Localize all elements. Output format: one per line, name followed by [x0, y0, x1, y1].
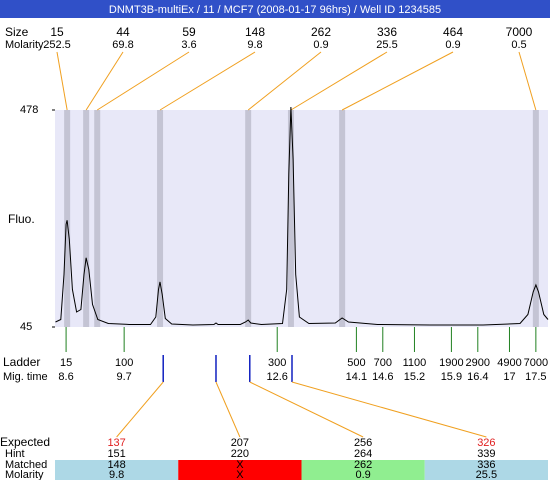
- y-tick-label: 478: [20, 104, 38, 116]
- peak-molarity: 9.8: [247, 39, 262, 51]
- peak-size: 7000: [506, 25, 533, 39]
- row-label: Matched: [5, 459, 47, 471]
- ladder-mig-time: 14.6: [372, 371, 393, 383]
- expected-connector: [291, 381, 487, 438]
- matched-value: 262: [354, 459, 372, 471]
- ladder-size: 7000: [524, 357, 548, 369]
- peak-connector: [56, 51, 68, 111]
- ladder-mig-time: 14.1: [346, 371, 367, 383]
- molarity-value: 0.9: [355, 469, 370, 480]
- peak-molarity: 252.5: [43, 39, 71, 51]
- hint-value: 339: [477, 448, 495, 460]
- size-label: Size: [5, 25, 29, 39]
- header-bar: [0, 0, 550, 18]
- mig-time-label: Mig. time: [3, 371, 48, 383]
- expected-connector: [249, 381, 364, 438]
- expected-connector: [215, 381, 241, 438]
- row-label: Expected: [0, 435, 50, 449]
- peak-molarity: 0.9: [445, 39, 460, 51]
- peak-connector: [518, 51, 537, 111]
- molarity-value: 9.8: [109, 469, 124, 480]
- peak-connector: [159, 51, 256, 111]
- peak-connector: [85, 51, 124, 111]
- molarity-value: 25.5: [476, 469, 497, 480]
- row-label: Molarity: [5, 469, 44, 480]
- peak-band: [64, 110, 71, 327]
- y-axis-label: Fluo.: [8, 212, 35, 226]
- chart-title: DNMT3B-multiEx / 11 / MCF7 (2008-01-17 9…: [109, 4, 441, 16]
- ladder-mig-time: 17.5: [525, 371, 546, 383]
- ladder-size: 300: [268, 357, 286, 369]
- ladder-mig-time: 8.6: [58, 371, 73, 383]
- molarity-label: Molarity: [5, 39, 44, 51]
- trace: [55, 106, 549, 326]
- ladder-size: 700: [374, 357, 392, 369]
- expected-value: 207: [231, 437, 249, 449]
- ladder-size: 100: [115, 357, 133, 369]
- peak-molarity: 0.5: [511, 39, 526, 51]
- peak-band: [287, 110, 294, 327]
- ladder-size: 2900: [466, 357, 490, 369]
- ladder-mig-time: 15.2: [404, 371, 425, 383]
- peak-size: 148: [245, 25, 265, 39]
- peak-band: [157, 110, 164, 327]
- expected-connector: [116, 381, 164, 438]
- peak-molarity: 25.5: [376, 39, 397, 51]
- ladder-mig-time: 15.9: [441, 371, 462, 383]
- ladder-size: 1900: [439, 357, 463, 369]
- peak-molarity: 3.6: [181, 39, 196, 51]
- plot-area: [55, 110, 548, 327]
- matched-value: 336: [477, 459, 495, 471]
- peak-band: [83, 110, 90, 327]
- hint-value: 264: [354, 448, 372, 460]
- peak-connector: [247, 51, 322, 111]
- peak-band: [94, 110, 101, 327]
- peak-size: 262: [311, 25, 331, 39]
- status-cell: [301, 460, 425, 480]
- ladder-size: 1100: [403, 357, 427, 369]
- status-cell: [178, 460, 302, 480]
- peak-molarity: 0.9: [313, 39, 328, 51]
- peak-size: 15: [50, 25, 64, 39]
- ladder-size: 4900: [497, 357, 521, 369]
- peak-band: [245, 110, 252, 327]
- y-tick-label: 45: [20, 321, 32, 333]
- molarity-value: X: [236, 469, 244, 480]
- peak-molarity: 69.8: [112, 39, 133, 51]
- expected-value: 326: [477, 437, 495, 449]
- expected-value: 137: [107, 437, 125, 449]
- peak-size: 44: [116, 25, 130, 39]
- ladder-mig-time: 17: [503, 371, 515, 383]
- peak-connector: [341, 51, 454, 111]
- peak-connector: [290, 51, 388, 111]
- ladder-size: 15: [60, 357, 72, 369]
- peak-band: [532, 110, 539, 327]
- expected-value: 256: [354, 437, 372, 449]
- row-label: Hint: [5, 448, 25, 460]
- hint-value: 151: [107, 448, 125, 460]
- status-cell: [55, 460, 179, 480]
- ladder-mig-time: 12.6: [267, 371, 288, 383]
- hint-value: 220: [231, 448, 249, 460]
- peak-size: 59: [182, 25, 196, 39]
- peak-size: 464: [443, 25, 463, 39]
- matched-value: X: [236, 459, 244, 471]
- status-cell: [424, 460, 548, 480]
- peak-band: [339, 110, 346, 327]
- ladder-label: Ladder: [3, 355, 40, 369]
- ladder-size: 500: [347, 357, 365, 369]
- peak-size: 336: [377, 25, 397, 39]
- ladder-mig-time: 16.4: [467, 371, 488, 383]
- ladder-mig-time: 9.7: [116, 371, 131, 383]
- matched-value: 148: [107, 459, 125, 471]
- peak-connector: [96, 51, 190, 111]
